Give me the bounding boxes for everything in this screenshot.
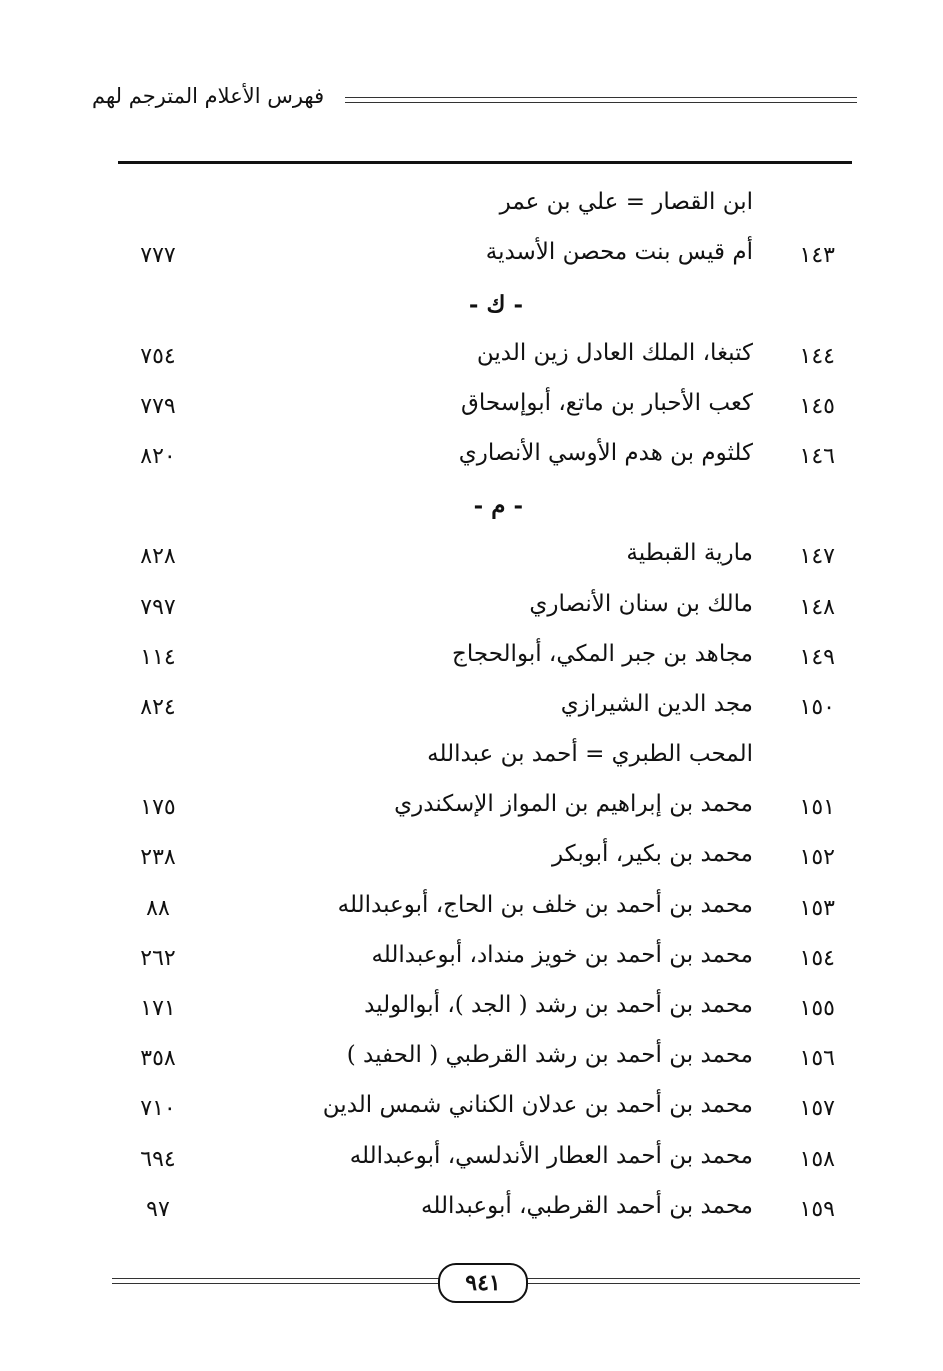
entry-page: ٧٧٩: [140, 393, 176, 419]
index-entry: ١٥٤ محمد بن أحمد بن خويز منداد، أبوعبدالل…: [0, 938, 943, 988]
index-entry: ١٤٥ كعب الأحبار بن ماتع، أبوإسحاق ٧٧٩: [0, 386, 943, 436]
index-entry: ١٤٤ كتبغا، الملك العادل زين الدين ٧٥٤: [0, 336, 943, 386]
entry-name: محمد بن أحمد القرطبي، أبوعبدالله: [421, 1192, 753, 1219]
entry-number: ١٤٥: [799, 393, 835, 419]
entry-number: ١٥٣: [799, 895, 835, 921]
entry-page: ٢٦٢: [140, 945, 176, 971]
entry-page: ٧٧٧: [140, 243, 176, 269]
entry-number: ١٥٨: [799, 1146, 835, 1172]
header-rule: [345, 97, 857, 98]
entry-page: ٧٥٤: [140, 343, 176, 369]
footer-rule: [112, 1278, 440, 1279]
entry-name: كلثوم بن هدم الأوسي الأنصاري: [458, 439, 753, 466]
footer-rule: [524, 1278, 860, 1279]
entry-name: محمد بن أحمد بن رشد القرطبي ( الحفيد ): [346, 1042, 753, 1069]
entry-name: محمد بن أحمد بن خلف بن الحاج، أبوعبدالله: [337, 891, 753, 918]
reference-text: المحب الطبري = أحمد بن عبدالله: [427, 741, 753, 768]
index-entry: ١٤٣ أم قيس بنت محصن الأسدية ٧٧٧: [0, 235, 943, 285]
entry-number: ١٤٨: [799, 594, 835, 620]
index-entry: ١٤٩ مجاهد بن جبر المكي، أبوالحجاج ١١٤: [0, 637, 943, 687]
entry-page: ٩٧: [146, 1196, 170, 1222]
index-entry: ١٤٦ كلثوم بن هدم الأوسي الأنصاري ٨٢٠: [0, 436, 943, 486]
entry-number: ١٥٩: [799, 1196, 835, 1222]
header-rule: [345, 102, 857, 103]
index-entry: ١٥٩ محمد بن أحمد القرطبي، أبوعبدالله ٩٧: [0, 1189, 943, 1239]
index-entry: ١٥١ محمد بن إبراهيم بن المواز الإسكندري ١٧…: [0, 787, 943, 837]
index-entry: ١٥٦ محمد بن أحمد بن رشد القرطبي ( الحفيد …: [0, 1038, 943, 1088]
entry-name: محمد بن أحمد بن عدلان الكناني شمس الدين: [322, 1092, 753, 1119]
index-entry: ١٤٧ مارية القبطية ٨٢٨: [0, 536, 943, 586]
entry-name: محمد بن أحمد بن رشد ( الجد )، أبوالوليد: [364, 992, 753, 1018]
entry-page: ٨٢٤: [140, 694, 176, 720]
index-entry: ١٥٣ محمد بن أحمد بن خلف بن الحاج، أبوعبدا…: [0, 888, 943, 938]
entry-page: ٦٩٤: [140, 1146, 176, 1172]
entry-name: مارية القبطية: [626, 540, 753, 567]
entry-name: كعب الأحبار بن ماتع، أبوإسحاق: [461, 389, 753, 416]
entry-name: محمد بن أحمد بن خويز منداد، أبوعبدالله: [371, 941, 753, 968]
letter-label: - ك -: [468, 291, 523, 319]
entry-page: ٨٢٠: [140, 443, 176, 469]
entry-name: محمد بن إبراهيم بن المواز الإسكندري: [394, 791, 753, 818]
entry-name: محمد بن بكير، أبوبكر: [551, 841, 753, 868]
entry-page: ٨٨: [146, 895, 170, 921]
entry-name: كتبغا، الملك العادل زين الدين: [476, 339, 753, 366]
entry-number: ١٤٦: [799, 443, 835, 469]
entry-number: ١٥١: [799, 795, 835, 821]
entry-name: محمد بن أحمد العطار الأندلسي، أبوعبدالله: [349, 1142, 753, 1169]
index-entry: ١٥٠ مجد الدين الشيرازي ٨٢٤: [0, 687, 943, 737]
running-header-title: فهرس الأعلام المترجم لهم: [92, 84, 325, 108]
footer-rule: [524, 1283, 860, 1284]
index-entry: ١٥٨ محمد بن أحمد العطار الأندلسي، أبوعبدا…: [0, 1139, 943, 1189]
entry-number: ١٥٢: [799, 845, 835, 871]
index-entry: ١٥٢ محمد بن بكير، أبوبكر ٢٣٨: [0, 837, 943, 887]
entry-number: ١٥٧: [799, 1096, 835, 1122]
entry-page: ١٧٥: [140, 795, 176, 821]
entry-number: ١٤٤: [799, 343, 835, 369]
entry-number: ١٤٧: [799, 544, 835, 570]
index-entry: ١٥٧ محمد بن أحمد بن عدلان الكناني شمس الد…: [0, 1088, 943, 1138]
letter-heading: - م -: [0, 486, 943, 536]
reference-text: ابن القصار = علي بن عمر: [499, 189, 753, 215]
letter-heading: - ك -: [0, 285, 943, 335]
entry-page: ١١٤: [140, 644, 176, 670]
entry-number: ١٥٥: [799, 996, 835, 1021]
index-entry: ١٥٥ محمد بن أحمد بن رشد ( الجد )، أبوالول…: [0, 988, 943, 1038]
entry-number: ١٥٠: [799, 694, 835, 720]
entry-name: أم قيس بنت محصن الأسدية: [485, 239, 753, 266]
entry-number: ١٥٦: [799, 1046, 835, 1072]
entry-page: ٧٩٧: [140, 594, 176, 620]
entry-page: ٢٣٨: [140, 845, 176, 871]
entry-name: مالك بن سنان الأنصاري: [529, 590, 753, 617]
footer-rule: [112, 1283, 440, 1284]
letter-label: - م -: [473, 492, 523, 520]
entry-number: ١٤٣: [799, 243, 835, 269]
cross-reference: ابن القصار = علي بن عمر: [0, 185, 943, 235]
entry-page: ٣٥٨: [140, 1046, 176, 1072]
index-entry: ١٤٨ مالك بن سنان الأنصاري ٧٩٧: [0, 587, 943, 637]
entry-name: مجد الدين الشيرازي: [560, 690, 753, 717]
entry-number: ١٥٤: [799, 945, 835, 971]
entry-page: ٧١٠: [140, 1096, 176, 1122]
entry-page: ١٧١: [140, 996, 176, 1021]
cross-reference: المحب الطبري = أحمد بن عبدالله: [0, 737, 943, 787]
entry-page: ٨٢٨: [140, 544, 176, 570]
top-divider: [118, 161, 852, 164]
page-number: ٩٤١: [438, 1263, 528, 1303]
entry-name: مجاهد بن جبر المكي، أبوالحجاج: [452, 640, 753, 667]
index-list: ابن القصار = علي بن عمر ١٤٣ أم قيس بنت محص…: [0, 185, 943, 1239]
entry-number: ١٤٩: [799, 644, 835, 670]
